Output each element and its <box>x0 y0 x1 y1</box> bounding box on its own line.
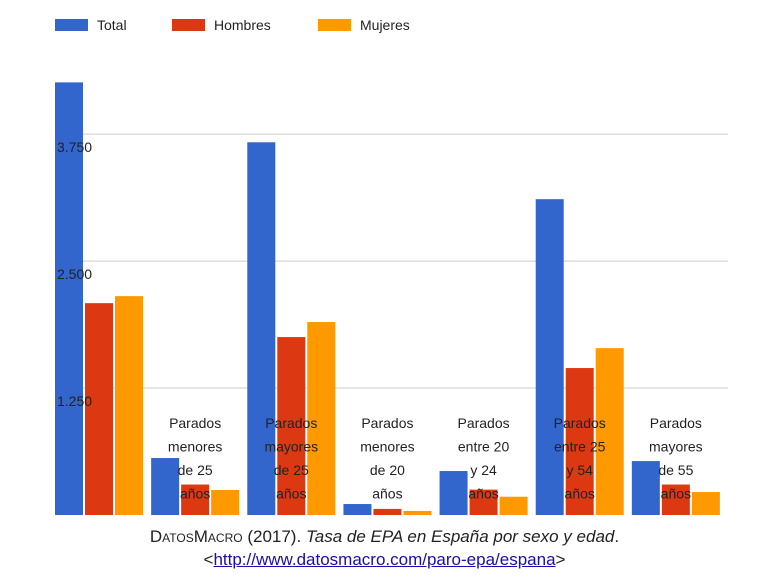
caption-year: (2017). <box>247 527 302 546</box>
x-tick-line: de 20 <box>370 462 405 478</box>
bar <box>373 508 402 515</box>
caption-link[interactable]: http://www.datosmacro.com/paro-epa/espan… <box>213 550 556 569</box>
caption-title: Tasa de EPA en España por sexo y edad <box>305 527 615 546</box>
bar <box>115 296 143 515</box>
legend-swatch <box>318 19 351 31</box>
x-tick-label: Parados entre 25 y 54 años <box>554 415 606 502</box>
x-tick-line: de 55 <box>658 462 693 478</box>
x-tick-line: años <box>661 486 691 502</box>
x-tick-line: años <box>180 486 210 502</box>
bar <box>565 368 594 515</box>
x-tick-line: años <box>468 486 498 502</box>
legend-swatch <box>172 19 205 31</box>
bar <box>211 490 240 515</box>
x-tick-line: Parados <box>457 415 509 431</box>
bar <box>55 82 83 515</box>
x-tick-line: Parados <box>650 415 702 431</box>
x-tick-line: de 25 <box>178 462 213 478</box>
x-tick-line: años <box>565 486 595 502</box>
bar <box>247 142 276 515</box>
bar <box>181 484 210 515</box>
x-tick-label: Parados mayores de 25 años <box>264 415 318 502</box>
bar <box>439 471 468 515</box>
x-tick-line: menores <box>360 439 414 455</box>
x-tick-line: menores <box>168 439 222 455</box>
x-tick-label: Parados menores de 20 años <box>360 415 414 502</box>
bar <box>631 461 660 515</box>
x-tick-line: mayores <box>649 439 703 455</box>
y-tick-label: 3.750 <box>57 139 92 155</box>
legend-label: Hombres <box>214 17 271 33</box>
x-tick-line: y 54 <box>566 462 593 478</box>
bar <box>307 322 336 515</box>
x-tick-label: Parados menores de 25 años <box>168 415 222 502</box>
caption-line: <http://www.datosmacro.com/paro-epa/espa… <box>0 550 769 570</box>
x-tick-line: entre 25 <box>554 439 606 455</box>
x-tick-line: Parados <box>554 415 606 431</box>
caption-line: DatosMacro (2017). Tasa de EPA en España… <box>0 527 769 547</box>
bar <box>277 337 306 515</box>
bar <box>85 303 113 515</box>
x-tick-line: Parados <box>361 415 413 431</box>
x-tick-line: y 24 <box>470 462 497 478</box>
x-tick-line: mayores <box>264 439 318 455</box>
x-tick-line: entre 20 <box>458 439 510 455</box>
bar <box>499 496 528 515</box>
caption-open: < <box>203 550 214 569</box>
chart: Total Hombres Mujeres 1.250 2.500 3.750 Parado… <box>55 17 728 515</box>
legend-swatch <box>55 19 88 31</box>
x-tick-label: Parados mayores de 55 años <box>649 415 703 502</box>
y-tick-label: 2.500 <box>57 266 92 282</box>
x-tick-line: años <box>372 486 402 502</box>
legend-label: Total <box>97 17 127 33</box>
bar <box>595 348 624 515</box>
x-tick-line: Parados <box>265 415 317 431</box>
caption-period: . <box>614 527 620 546</box>
bar <box>343 504 372 515</box>
x-tick-label: Parados entre 20 y 24 años <box>457 415 509 502</box>
bar <box>469 489 498 515</box>
x-tick-line: años <box>276 486 306 502</box>
y-tick-label: 1.250 <box>57 393 92 409</box>
x-tick-line: Parados <box>169 415 221 431</box>
bar <box>535 199 564 515</box>
bar <box>691 492 720 515</box>
bar <box>403 510 432 515</box>
caption-author: DatosMacro <box>149 527 243 546</box>
bar <box>661 484 690 515</box>
legend-label: Mujeres <box>360 17 410 33</box>
bar <box>151 458 180 515</box>
x-tick-line: de 25 <box>274 462 309 478</box>
caption-close: > <box>555 550 566 569</box>
